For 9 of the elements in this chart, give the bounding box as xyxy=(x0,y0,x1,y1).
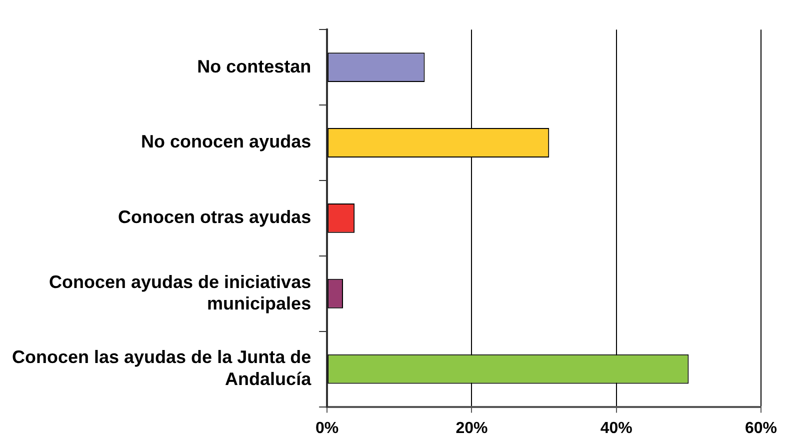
y-tick-label: Conocen las ayudas de la Junta de Andalucía xyxy=(12,347,312,389)
y-tick-label: Conocen ayudas de iniciativas municipales xyxy=(49,272,312,314)
y-tick-label: Conocen otras ayudas xyxy=(118,207,312,228)
x-tick-label: 0% xyxy=(316,420,339,437)
x-tick-label: 40% xyxy=(600,420,632,437)
y-tick-label: No conocen ayudas xyxy=(141,132,312,152)
x-tick-label: 20% xyxy=(456,420,488,437)
x-tick-label: 60% xyxy=(744,420,778,437)
y-tick-label: No contestan xyxy=(197,56,312,76)
